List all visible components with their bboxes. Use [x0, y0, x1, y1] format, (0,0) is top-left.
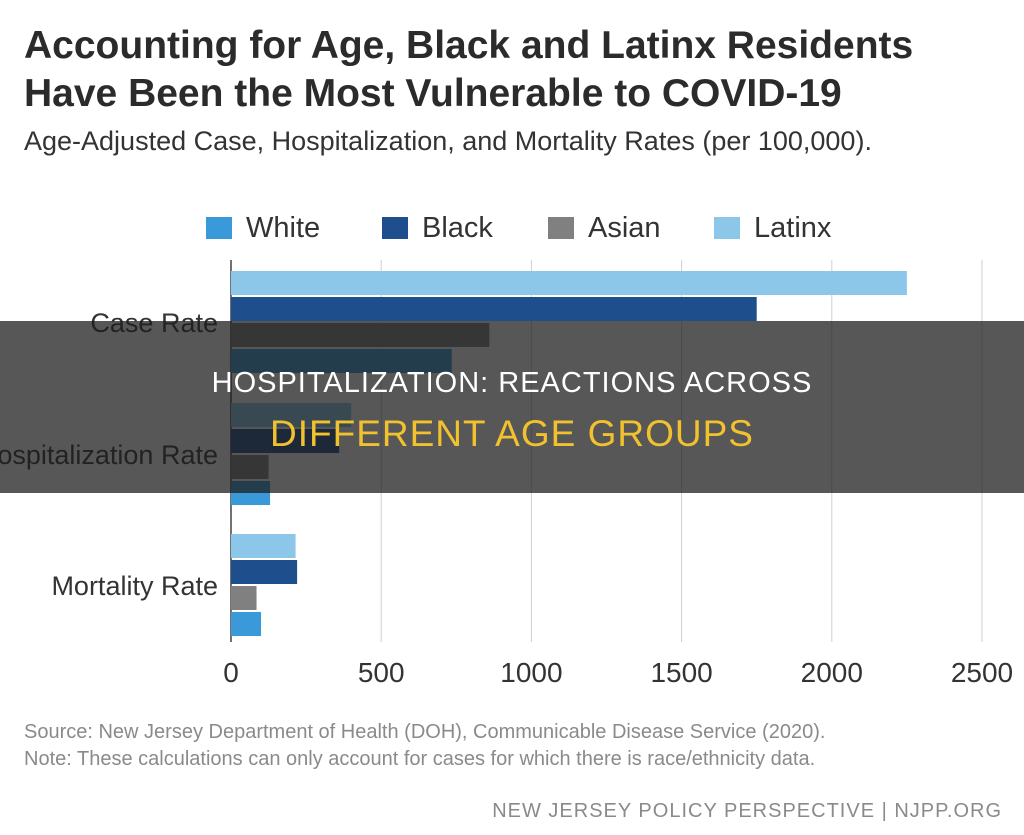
x-tick-label-1000: 1000: [500, 657, 562, 688]
legend-swatch-white: [206, 217, 232, 239]
bar-mortality-rate-asian: [231, 586, 257, 610]
title-overlay-banner: HOSPITALIZATION: REACTIONS ACROSS DIFFER…: [0, 321, 1024, 493]
note-line: Note: These calculations can only accoun…: [24, 748, 816, 770]
chart-subtitle: Age-Adjusted Case, Hospitalization, and …: [24, 126, 872, 156]
x-tick-label-1500: 1500: [650, 657, 712, 688]
source-line: Source: New Jersey Department of Health …: [24, 721, 826, 743]
chart-title: Accounting for Age, Black and Latinx Res…: [24, 24, 914, 115]
x-tick-label-0: 0: [223, 657, 239, 688]
legend-swatch-black: [382, 217, 408, 239]
legend-item-asian: Asian: [548, 208, 661, 248]
legend-label-black: Black: [422, 211, 493, 244]
source-note: Source: New Jersey Department of Health …: [24, 719, 825, 773]
category-label-mortality-rate: Mortality Rate: [51, 571, 218, 601]
legend-label-asian: Asian: [588, 211, 661, 244]
bar-mortality-rate-black: [231, 560, 298, 584]
legend-item-white: White: [206, 208, 320, 248]
overlay-title-line2: DIFFERENT AGE GROUPS: [270, 413, 754, 454]
legend-item-black: Black: [382, 208, 493, 248]
footer-credit: NEW JERSEY POLICY PERSPECTIVE | NJPP.ORG: [492, 800, 1002, 822]
legend-item-latinx: Latinx: [714, 208, 831, 248]
legend-swatch-latinx: [714, 217, 740, 239]
bar-case-rate-black: [231, 297, 757, 321]
legend-label-white: White: [246, 211, 321, 244]
legend-label-latinx: Latinx: [754, 211, 832, 244]
overlay-title-line1: HOSPITALIZATION: REACTIONS ACROSS: [211, 367, 813, 399]
bar-mortality-rate-latinx: [231, 534, 296, 558]
bar-mortality-rate-white: [231, 612, 262, 636]
x-tick-label-2500: 2500: [951, 657, 1013, 688]
x-tick-label-2000: 2000: [801, 657, 863, 688]
legend-swatch-asian: [548, 217, 574, 239]
x-tick-label-500: 500: [358, 657, 405, 688]
bar-case-rate-latinx: [231, 271, 907, 295]
